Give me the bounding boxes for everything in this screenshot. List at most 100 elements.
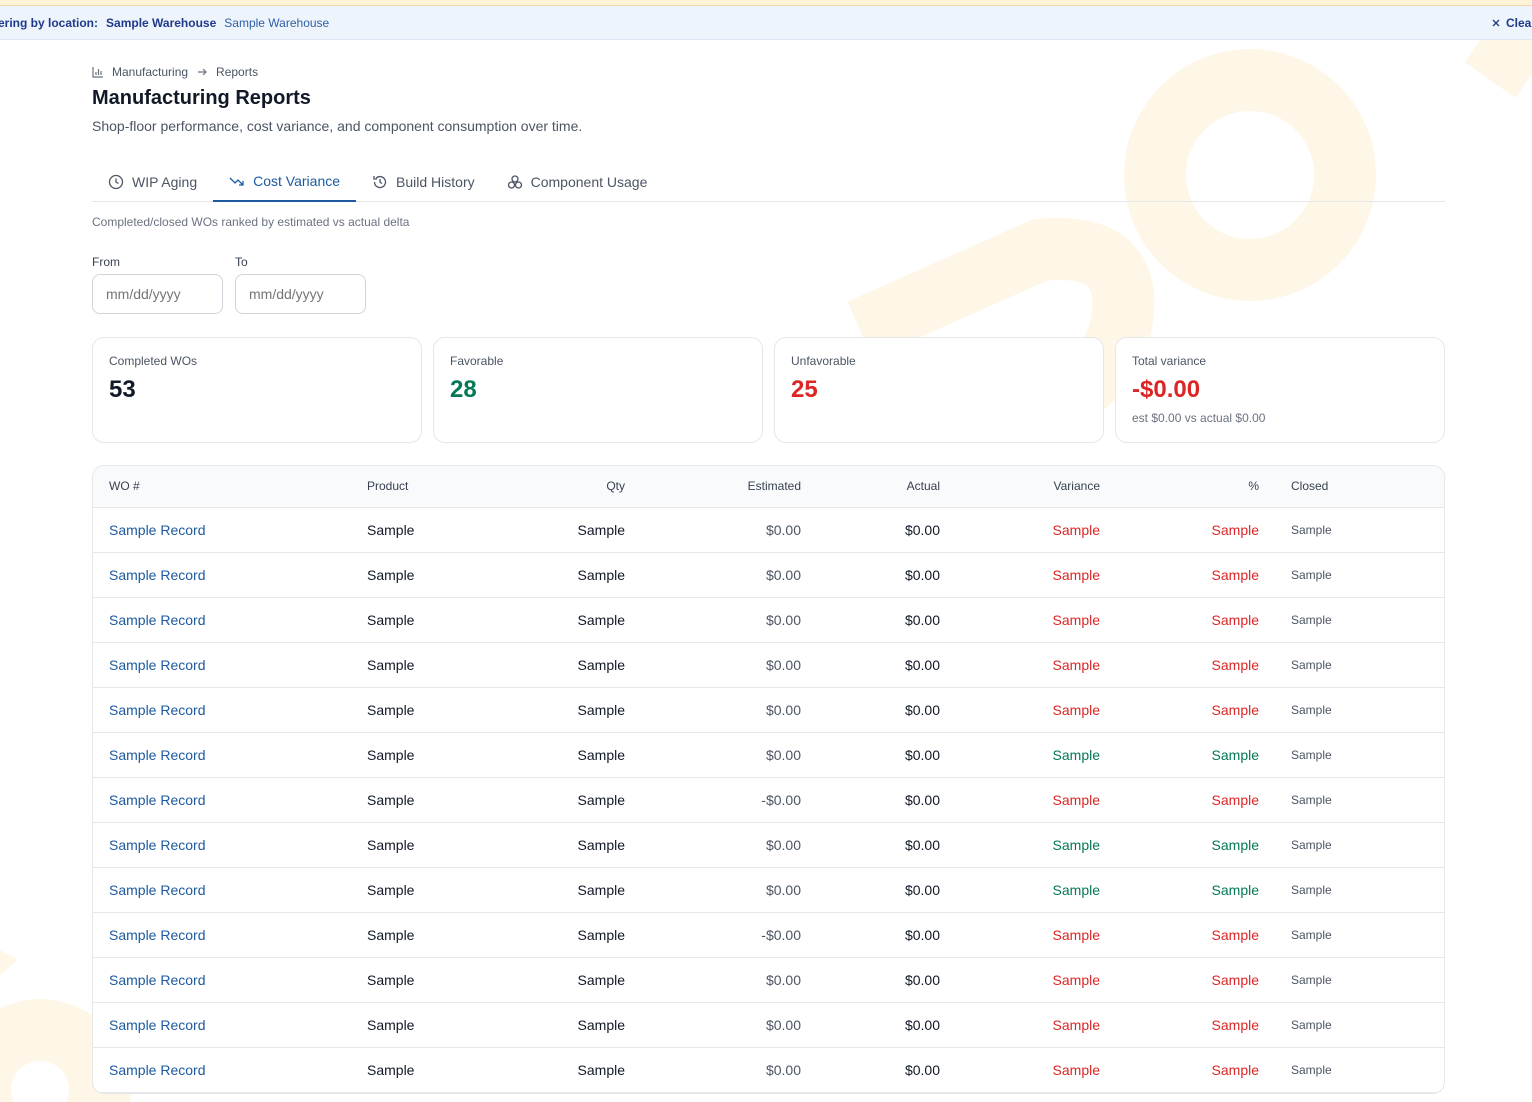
header-percent[interactable]: % (1116, 466, 1275, 508)
top-accent-line (0, 0, 1532, 5)
estimated-cell: $0.00 (641, 867, 817, 913)
header-variance[interactable]: Variance (956, 466, 1116, 508)
product-cell: Sample (351, 1047, 501, 1093)
actual-cell: $0.00 (817, 552, 956, 598)
trending-down-icon (229, 177, 244, 186)
wo-link[interactable]: Sample Record (109, 881, 206, 898)
qty-cell: Sample (501, 552, 641, 598)
closed-cell: Sample (1275, 1002, 1444, 1048)
wo-link[interactable]: Sample Record (109, 611, 206, 628)
table-row: Sample Record Sample Sample $0.00 $0.00 Sampl… (93, 822, 1444, 868)
variance-cell: Sample (956, 912, 1116, 958)
variance-cell: Sample (956, 1002, 1116, 1048)
percent-cell: Sample (1116, 957, 1275, 1003)
header-product[interactable]: Product (351, 466, 501, 508)
tab-component-usage[interactable]: Component Usage (491, 162, 664, 202)
from-date-input[interactable] (92, 274, 223, 314)
estimated-cell: $0.00 (641, 642, 817, 688)
percent-cell: Sample (1116, 1047, 1275, 1093)
wo-link[interactable]: Sample Record (109, 836, 206, 853)
product-cell: Sample (351, 642, 501, 688)
wo-cell: Sample Record (93, 822, 351, 868)
product-cell: Sample (351, 552, 501, 598)
product-cell: Sample (351, 867, 501, 913)
filter-label: tering by location: (0, 15, 99, 30)
tab-wip-aging[interactable]: WIP Aging (92, 162, 213, 202)
closed-cell: Sample (1275, 867, 1444, 913)
from-label: From (92, 255, 120, 269)
bar-chart-icon (92, 67, 103, 78)
table-row: Sample Record Sample Sample $0.00 $0.00 Sampl… (93, 867, 1444, 913)
qty-cell: Sample (501, 687, 641, 733)
percent-cell: Sample (1116, 597, 1275, 643)
card-label: Unfavorable (791, 354, 856, 368)
clock-icon (108, 174, 124, 190)
qty-cell: Sample (501, 867, 641, 913)
header-qty[interactable]: Qty (501, 466, 641, 508)
percent-cell: Sample (1116, 822, 1275, 868)
card-value: 53 (109, 376, 136, 403)
wo-cell: Sample Record (93, 642, 351, 688)
product-cell: Sample (351, 957, 501, 1003)
header-actual[interactable]: Actual (817, 466, 956, 508)
closed-cell: Sample (1275, 912, 1444, 958)
estimated-cell: $0.00 (641, 957, 817, 1003)
breadcrumb-parent[interactable]: Manufacturing (112, 65, 189, 79)
estimated-cell: $0.00 (641, 507, 817, 553)
wo-link[interactable]: Sample Record (109, 746, 206, 763)
qty-cell: Sample (501, 597, 641, 643)
variance-cell: Sample (956, 822, 1116, 868)
estimated-cell: $0.00 (641, 1047, 817, 1093)
table-row: Sample Record Sample Sample $0.00 $0.00 Sampl… (93, 1047, 1444, 1093)
wo-link[interactable]: Sample Record (109, 1061, 206, 1078)
wo-link[interactable]: Sample Record (109, 521, 206, 538)
arrow-right-icon (198, 68, 207, 76)
header-wo[interactable]: WO # (93, 466, 351, 508)
closed-cell: Sample (1275, 642, 1444, 688)
header-estimated[interactable]: Estimated (641, 466, 817, 508)
cost-variance-table: WO # Product Qty Estimated Actual Varian… (92, 465, 1445, 1094)
header-closed[interactable]: Closed (1275, 466, 1444, 508)
estimated-cell: $0.00 (641, 552, 817, 598)
to-date-input[interactable] (235, 274, 366, 314)
qty-cell: Sample (501, 1047, 641, 1093)
table-row: Sample Record Sample Sample $0.00 $0.00 Sampl… (93, 1002, 1444, 1048)
table-row: Sample Record Sample Sample -$0.00 $0.00 Samp… (93, 912, 1444, 958)
actual-cell: $0.00 (817, 867, 956, 913)
wo-link[interactable]: Sample Record (109, 791, 206, 808)
variance-cell: Sample (956, 597, 1116, 643)
actual-cell: $0.00 (817, 777, 956, 823)
variance-cell: Sample (956, 552, 1116, 598)
boxes-icon (507, 175, 522, 189)
history-icon (373, 175, 387, 189)
wo-link[interactable]: Sample Record (109, 701, 206, 718)
wo-link[interactable]: Sample Record (109, 1016, 206, 1033)
summary-cards: Completed WOs 53 Favorable 28 Unfavorabl… (92, 337, 1445, 443)
variance-cell: Sample (956, 732, 1116, 778)
clear-filter-button[interactable]: Clear (1492, 16, 1532, 30)
table-row: Sample Record Sample Sample $0.00 $0.00 Sampl… (93, 507, 1444, 553)
wo-link[interactable]: Sample Record (109, 971, 206, 988)
wo-cell: Sample Record (93, 777, 351, 823)
total-variance-card: Total variance -$0.00 est $0.00 vs actua… (1115, 337, 1445, 443)
table-row: Sample Record Sample Sample $0.00 $0.00 Sampl… (93, 597, 1444, 643)
tab-build-history[interactable]: Build History (356, 162, 491, 202)
qty-cell: Sample (501, 642, 641, 688)
table-row: Sample Record Sample Sample $0.00 $0.00 Sampl… (93, 732, 1444, 778)
card-value: -$0.00 (1132, 376, 1201, 403)
tab-label: Build History (396, 174, 475, 190)
wo-link[interactable]: Sample Record (109, 926, 206, 943)
actual-cell: $0.00 (817, 957, 956, 1003)
actual-cell: $0.00 (817, 642, 956, 688)
product-cell: Sample (351, 912, 501, 958)
tab-cost-variance[interactable]: Cost Variance (213, 162, 357, 202)
table-row: Sample Record Sample Sample -$0.00 $0.00 Samp… (93, 777, 1444, 823)
variance-cell: Sample (956, 1047, 1116, 1093)
clear-filter-label: Clear (1505, 15, 1532, 30)
estimated-cell: -$0.00 (641, 777, 817, 823)
table-row: Sample Record Sample Sample $0.00 $0.00 Sampl… (93, 552, 1444, 598)
percent-cell: Sample (1116, 867, 1275, 913)
wo-link[interactable]: Sample Record (109, 656, 206, 673)
tab-description: Completed/closed WOs ranked by estimated… (92, 215, 410, 229)
wo-link[interactable]: Sample Record (109, 566, 206, 583)
